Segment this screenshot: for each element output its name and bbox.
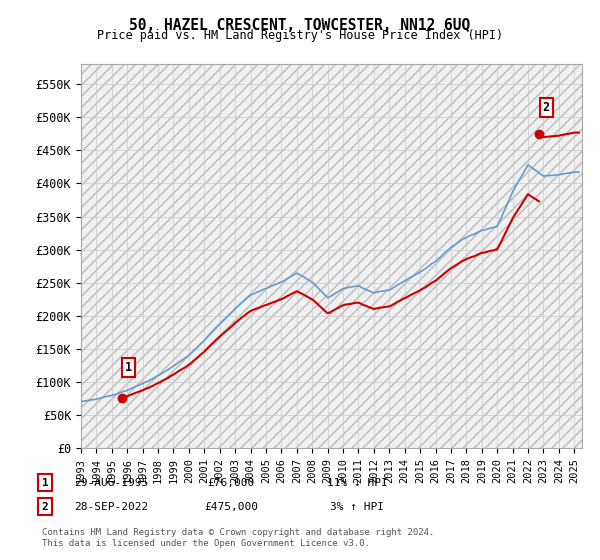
Text: Price paid vs. HM Land Registry's House Price Index (HPI): Price paid vs. HM Land Registry's House … bbox=[97, 29, 503, 42]
Text: 29-AUG-1995: 29-AUG-1995 bbox=[74, 478, 148, 488]
Text: 1: 1 bbox=[41, 478, 49, 488]
Text: £76,000: £76,000 bbox=[208, 478, 254, 488]
Text: Contains HM Land Registry data © Crown copyright and database right 2024.
This d: Contains HM Land Registry data © Crown c… bbox=[42, 528, 434, 548]
Text: 50, HAZEL CRESCENT, TOWCESTER, NN12 6UQ: 50, HAZEL CRESCENT, TOWCESTER, NN12 6UQ bbox=[130, 18, 470, 33]
Text: £475,000: £475,000 bbox=[204, 502, 258, 512]
Text: 11% ↓ HPI: 11% ↓ HPI bbox=[326, 478, 388, 488]
Text: 3% ↑ HPI: 3% ↑ HPI bbox=[330, 502, 384, 512]
Text: 1: 1 bbox=[125, 361, 132, 374]
Text: 28-SEP-2022: 28-SEP-2022 bbox=[74, 502, 148, 512]
Text: 2: 2 bbox=[542, 101, 550, 114]
Text: 2: 2 bbox=[41, 502, 49, 512]
